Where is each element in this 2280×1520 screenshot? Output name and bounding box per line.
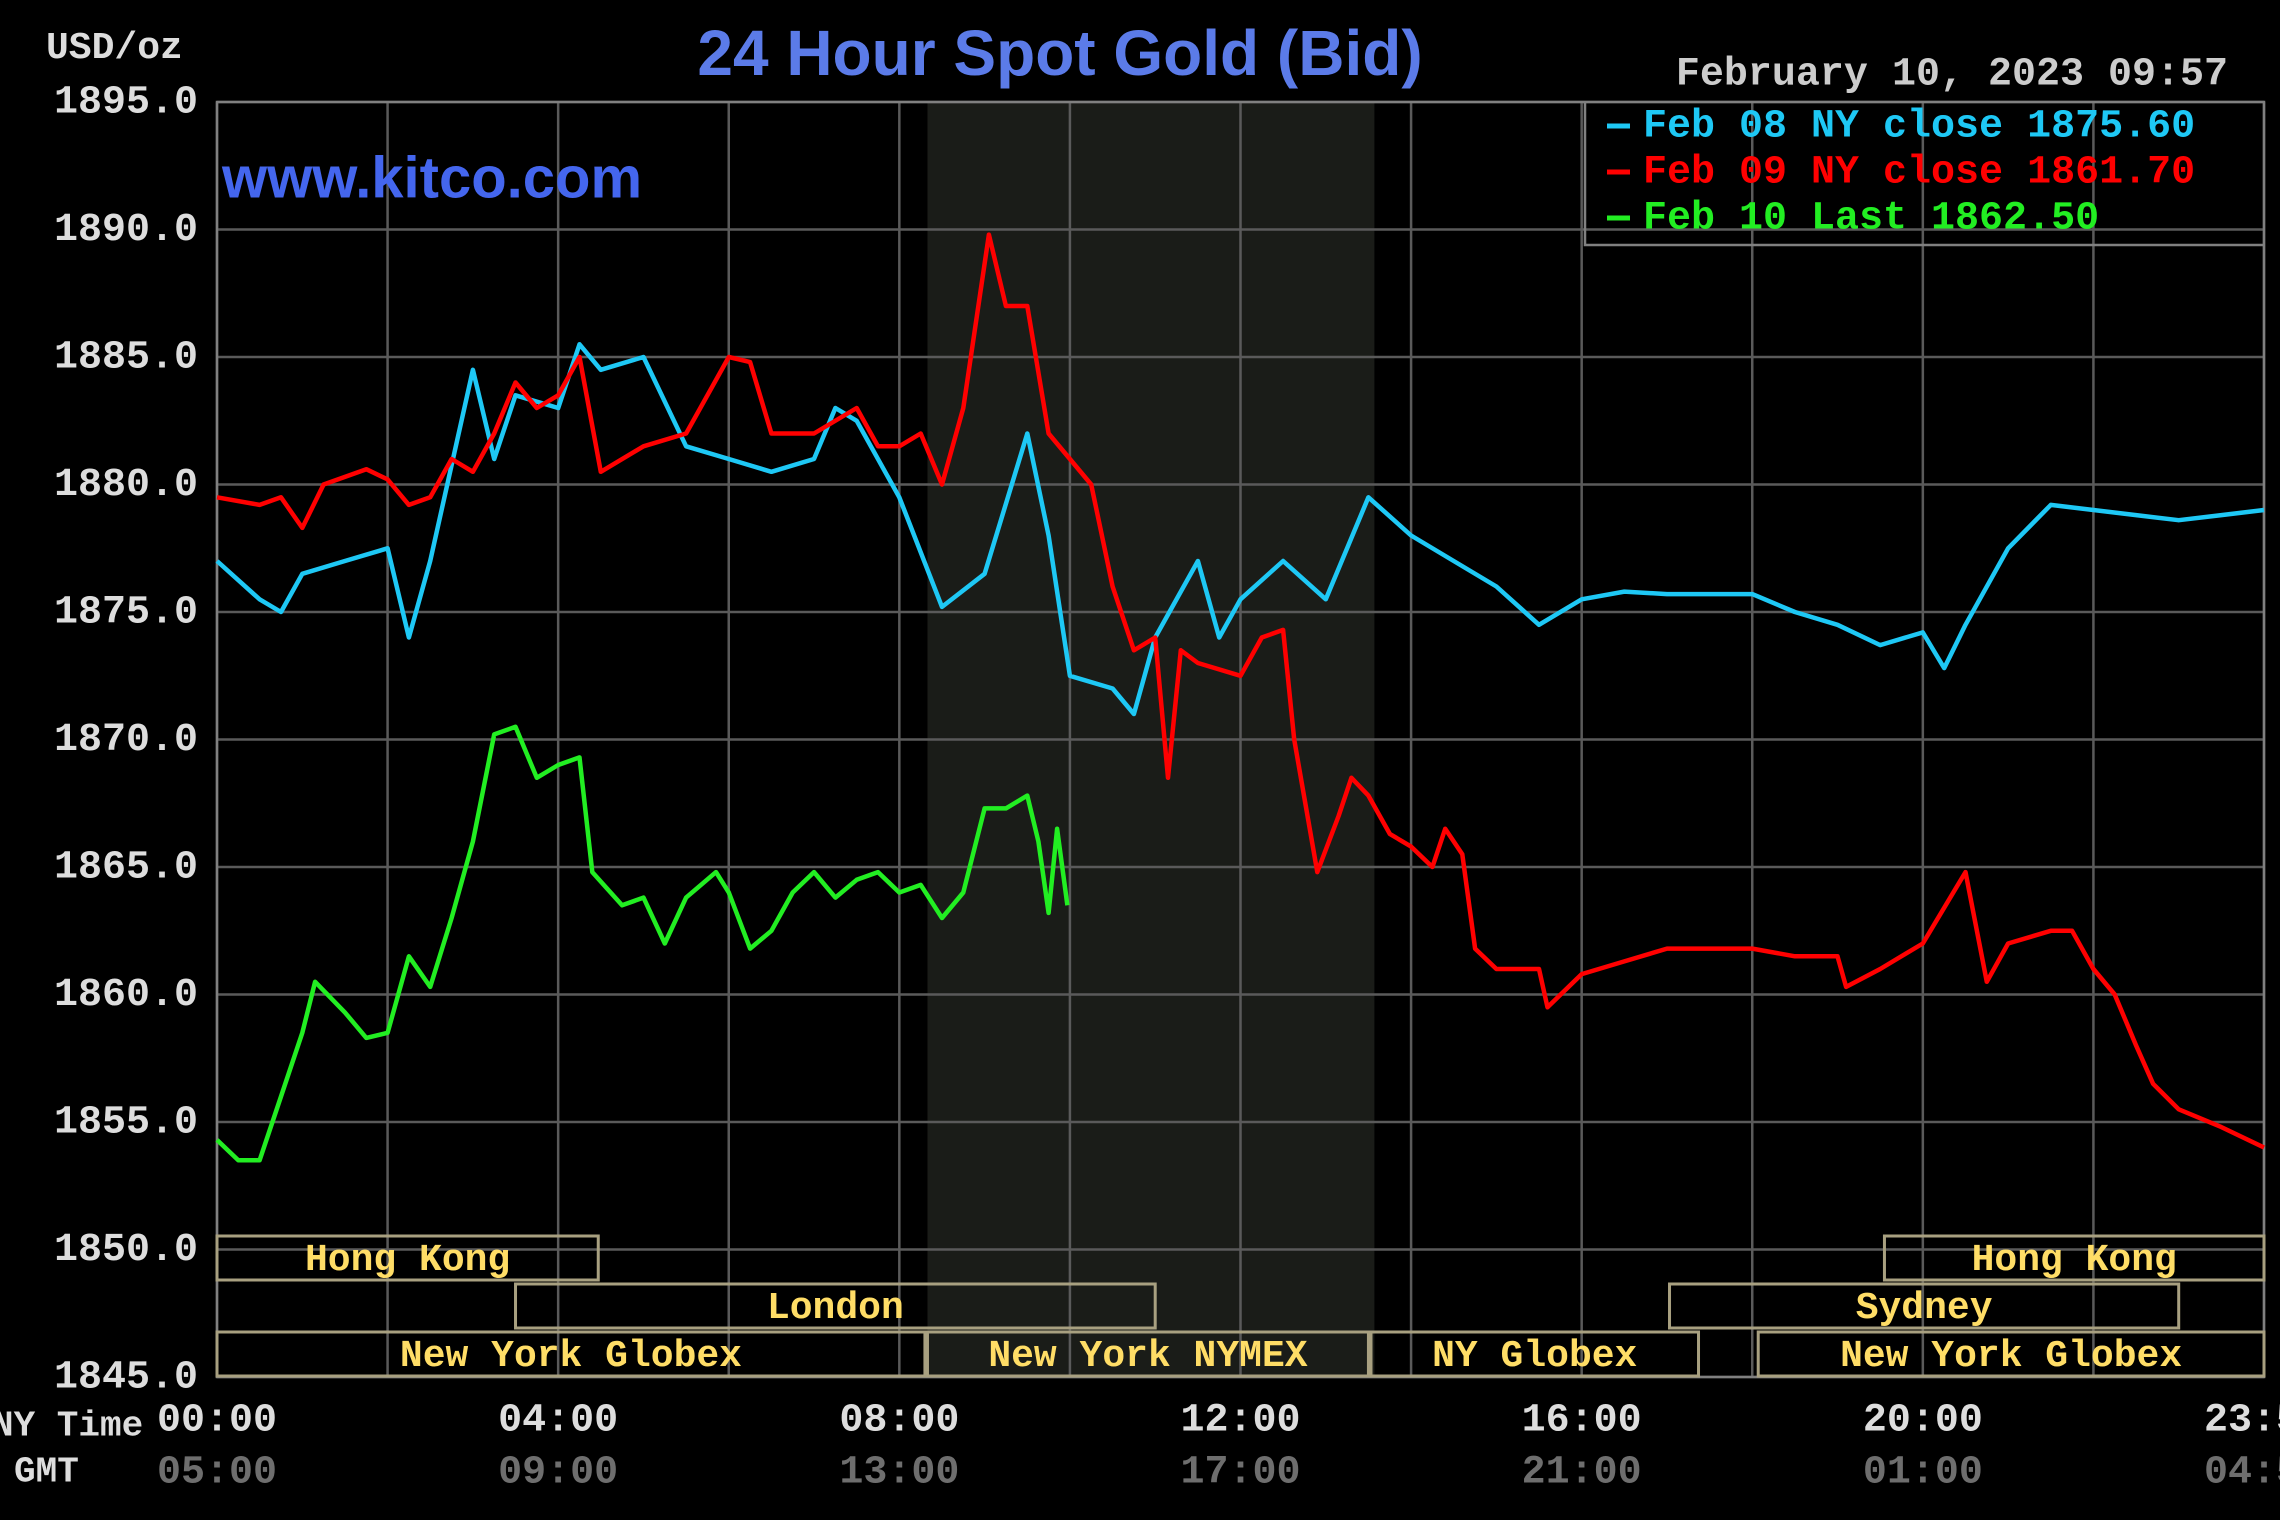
session-label: New York NYMEX — [988, 1335, 1307, 1378]
session-box — [514, 1282, 1157, 1330]
session-label: Hong Kong — [1972, 1239, 2177, 1282]
y-tick-label: 1865.0 — [54, 846, 198, 891]
session-box — [215, 1234, 600, 1282]
x2-tick-label: 21:00 — [1522, 1451, 1642, 1496]
x-tick-label: 04:00 — [498, 1399, 618, 1444]
legend-box — [1583, 102, 2264, 247]
session-label: London — [767, 1287, 904, 1330]
x2-tick-label: 13:00 — [839, 1451, 959, 1496]
y-axis-label: USD/oz — [46, 27, 183, 70]
y-tick-label: 1845.0 — [54, 1356, 198, 1401]
price-line — [215, 724, 1070, 1163]
chart-title: 24 Hour Spot Gold (Bid) — [697, 17, 1422, 89]
x2-tick-label: 17:00 — [1180, 1451, 1300, 1496]
x2-tick-label: 01:00 — [1863, 1451, 1983, 1496]
x-tick-label: 16:00 — [1522, 1399, 1642, 1444]
y-tick-label: 1880.0 — [54, 463, 198, 508]
y-tick-label: 1870.0 — [54, 718, 198, 763]
y-tick-label: 1885.0 — [54, 336, 198, 381]
session-label: Hong Kong — [305, 1239, 510, 1282]
session-box — [215, 1330, 927, 1378]
price-line — [216, 232, 2265, 1150]
session-label: New York Globex — [400, 1335, 742, 1378]
x2-tick-label: 04:59 — [2204, 1451, 2280, 1496]
x2-axis-label: GMT — [14, 1452, 79, 1493]
price-line — [215, 342, 2265, 717]
x-tick-label: 20:00 — [1863, 1399, 1983, 1444]
session-box — [1668, 1282, 2181, 1330]
session-label: New York Globex — [1840, 1335, 2182, 1378]
x-tick-label: 12:00 — [1180, 1399, 1300, 1444]
watermark: www.kitco.com — [221, 145, 642, 210]
session-label: NY Globex — [1432, 1335, 1637, 1378]
x2-tick-label: 09:00 — [498, 1451, 618, 1496]
y-tick-label: 1860.0 — [54, 973, 198, 1018]
x-axis-label: NY Time — [0, 1406, 143, 1447]
timestamp: February 10, 2023 09:57 — [1676, 53, 2228, 98]
y-tick-label: 1850.0 — [54, 1228, 198, 1273]
x-tick-label: 08:00 — [839, 1399, 959, 1444]
x-tick-label: 23:59 — [2204, 1399, 2280, 1444]
session-box — [1369, 1330, 1701, 1378]
y-tick-label: 1890.0 — [54, 208, 198, 253]
y-tick-label: 1855.0 — [54, 1101, 198, 1146]
x2-tick-label: 05:00 — [157, 1451, 277, 1496]
legend-label: Feb 09 NY close 1861.70 — [1643, 151, 2195, 196]
session-box — [925, 1330, 1370, 1378]
x-tick-label: 00:00 — [157, 1399, 277, 1444]
legend-label: Feb 08 NY close 1875.60 — [1643, 105, 2195, 150]
y-tick-label: 1895.0 — [54, 81, 198, 126]
y-tick-label: 1875.0 — [54, 591, 198, 636]
session-box — [1756, 1330, 2266, 1378]
plot-underlay — [215, 100, 2266, 1379]
session-label: Sydney — [1856, 1287, 1993, 1330]
legend-label: Feb 10 Last 1862.50 — [1643, 197, 2099, 242]
session-box — [1882, 1234, 2266, 1282]
